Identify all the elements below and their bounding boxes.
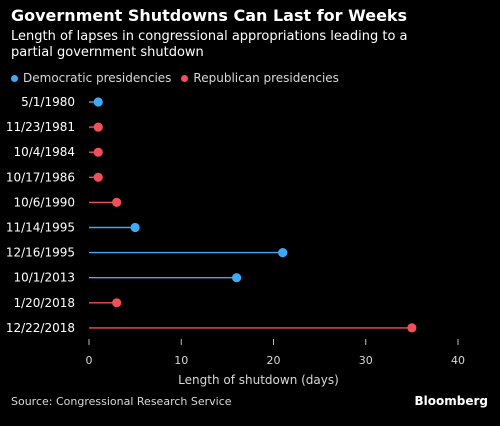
lollipop-dot	[130, 222, 140, 233]
x-tick-label: 30	[359, 354, 373, 367]
chart-subtitle: Length of lapses in congressional approp…	[11, 29, 408, 60]
lollipop-dot	[278, 248, 288, 258]
x-tick-label: 40	[451, 354, 465, 367]
category-label: 11/23/1981	[6, 120, 75, 134]
lollipop-dot	[112, 298, 122, 308]
x-tick-label: 10	[174, 354, 188, 367]
legend-label-republican: Republican presidencies	[193, 71, 339, 85]
category-label: 10/17/1986	[6, 170, 75, 184]
chart-legend: Democratic presidencies Republican presi…	[11, 71, 349, 85]
lollipop-dot	[93, 172, 103, 182]
legend-item-democratic: Democratic presidencies	[11, 71, 171, 85]
category-label: 10/6/1990	[13, 195, 75, 209]
chart-title: Government Shutdowns Can Last for Weeks	[11, 6, 408, 25]
x-tick-label: 20	[267, 354, 281, 367]
legend-dot-republican-icon	[181, 74, 189, 82]
lollipop-dot	[93, 122, 103, 132]
category-label: 10/4/1984	[13, 145, 75, 159]
category-label: 5/1/1980	[21, 95, 75, 109]
category-label: 12/22/2018	[6, 321, 75, 335]
lollipop-dot	[232, 273, 242, 283]
legend-label-democratic: Democratic presidencies	[23, 71, 172, 85]
category-label: 1/20/2018	[13, 296, 75, 310]
brand-logo: Bloomberg	[414, 394, 489, 408]
legend-item-republican: Republican presidencies	[181, 71, 339, 85]
category-label: 10/1/2013	[13, 271, 75, 285]
x-axis-label: Length of shutdown (days)	[178, 373, 339, 387]
lollipop-dot	[407, 323, 417, 333]
lollipop-dot	[112, 197, 122, 207]
x-tick-label: 0	[86, 354, 93, 367]
legend-dot-democratic-icon	[11, 74, 18, 82]
category-label: 12/16/1995	[6, 246, 75, 260]
lollipop-dot	[93, 147, 103, 157]
lollipop-dot	[93, 97, 103, 107]
category-label: 11/14/1995	[6, 221, 75, 235]
source-note: Source: Congressional Research Service	[11, 395, 232, 408]
